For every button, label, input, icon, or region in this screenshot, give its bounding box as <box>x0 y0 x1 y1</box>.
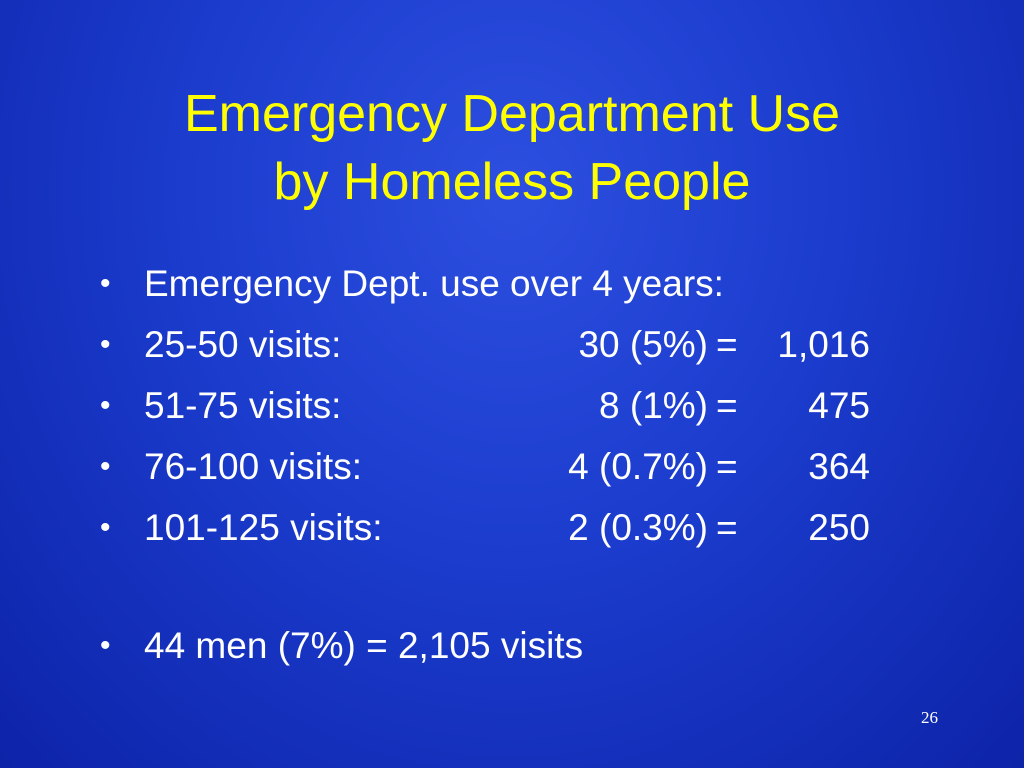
title-line-1: Emergency Department Use <box>183 85 841 143</box>
bullet-icon: • <box>100 450 111 483</box>
slide-title: Emergency Department Use by Homeless Peo… <box>0 80 1024 216</box>
patient-count: 2 (0.3%) <box>568 507 708 548</box>
visit-range: 25-50 visits: <box>144 324 342 365</box>
bullet-text: Emergency Dept. use over 4 years: <box>144 263 724 304</box>
patient-count: 8 (1%) <box>599 385 708 426</box>
equals-sign: = <box>716 385 738 426</box>
patient-count: 30 (5%) <box>578 324 708 365</box>
bullet-icon: • <box>100 511 111 544</box>
equals-sign: = <box>716 446 738 487</box>
bullet-icon: • <box>100 629 111 662</box>
bullet-icon: • <box>100 267 111 300</box>
total-visits: 364 <box>808 446 870 487</box>
title-line-2: by Homeless People <box>273 153 751 211</box>
total-visits: 250 <box>808 507 870 548</box>
total-visits: 475 <box>808 385 870 426</box>
total-visits: 1,016 <box>777 324 870 365</box>
visit-range: 51-75 visits: <box>144 385 342 426</box>
equals-sign: = <box>716 324 738 365</box>
patient-count: 4 (0.7%) <box>568 446 708 487</box>
bullet-icon: • <box>100 328 111 361</box>
summary-text: 44 men (7%) = 2,105 visits <box>144 625 584 666</box>
equals-sign: = <box>716 507 738 548</box>
visit-range: 76-100 visits: <box>144 446 362 487</box>
page-number: 26 <box>921 708 938 727</box>
visit-range: 101-125 visits: <box>144 507 383 548</box>
bullet-icon: • <box>100 389 111 422</box>
